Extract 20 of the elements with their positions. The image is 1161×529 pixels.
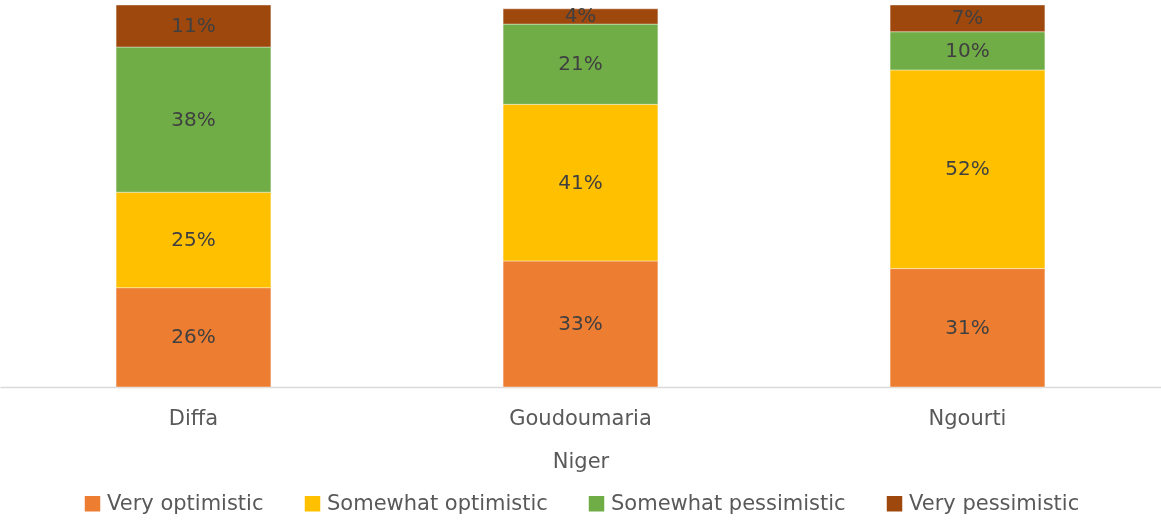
data-label: 52%: [945, 156, 990, 181]
data-label: 38%: [171, 106, 216, 131]
legend-label: Very optimistic: [107, 490, 264, 515]
data-label: 33%: [558, 310, 603, 335]
data-label: 4%: [564, 3, 597, 28]
x-tick-label: Goudoumaria: [509, 405, 652, 430]
data-label: 26%: [171, 324, 216, 349]
data-label: 21%: [558, 51, 603, 76]
x-tick-label: Diffa: [168, 405, 219, 430]
data-label: 10%: [945, 37, 990, 62]
legend-label: Somewhat pessimistic: [611, 490, 846, 515]
data-label: 31%: [945, 314, 990, 339]
data-label: 7%: [951, 5, 984, 30]
legend-label: Somewhat optimistic: [327, 490, 548, 515]
x-tick-label: Ngourti: [928, 405, 1007, 430]
data-label: 11%: [171, 13, 216, 38]
data-label: 25%: [171, 226, 216, 251]
data-label: 41%: [558, 169, 603, 194]
legend-label: Very pessimistic: [909, 490, 1080, 515]
x-axis-title: Niger: [552, 448, 610, 473]
